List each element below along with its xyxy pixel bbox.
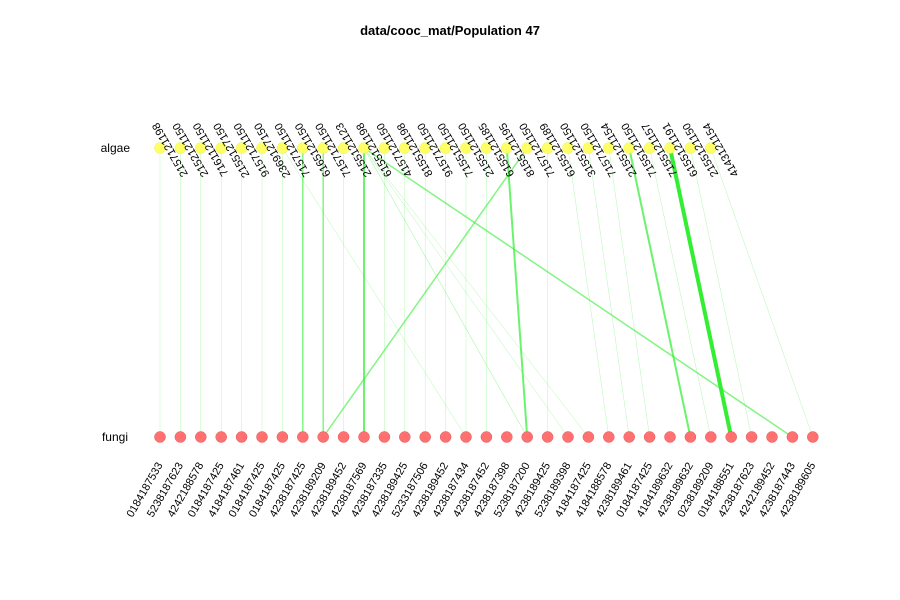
chart-title: data/cooc_mat/Population 47 <box>360 23 540 38</box>
bottom-node-30 <box>766 431 778 443</box>
top-node-10 <box>358 142 370 154</box>
top-node-8 <box>317 142 329 154</box>
top-node-3 <box>215 142 227 154</box>
edge-23 <box>322 147 528 438</box>
bottom-node-1 <box>174 431 187 443</box>
bottom-node-10 <box>358 431 370 443</box>
bottom-node-26 <box>684 431 697 443</box>
row-label-bottom: fungi <box>102 430 128 444</box>
edge-14 <box>363 147 589 438</box>
top-node-27 <box>705 142 717 154</box>
top-node-20 <box>562 142 574 154</box>
edge-25 <box>567 147 610 438</box>
bottom-nodes-group <box>154 431 819 443</box>
bottom-node-22 <box>603 431 615 443</box>
bottom-node-12 <box>399 431 411 443</box>
edge-15 <box>282 147 467 438</box>
top-node-11 <box>378 142 391 154</box>
top-node-2 <box>195 142 207 154</box>
top-node-5 <box>256 142 268 154</box>
bottom-node-13 <box>419 431 431 443</box>
top-node-12 <box>399 142 411 154</box>
bottom-node-31 <box>786 431 799 443</box>
bottom-node-7 <box>297 431 309 443</box>
bottom-node-20 <box>562 431 574 443</box>
top-labels-group: 2157121198215212115071611211502155127150… <box>150 120 741 179</box>
edge-27 <box>608 147 650 438</box>
bottom-node-5 <box>256 431 268 443</box>
top-node-7 <box>297 142 309 154</box>
bottom-node-32 <box>807 431 819 443</box>
bottom-node-4 <box>235 431 248 443</box>
bottom-node-29 <box>745 431 758 443</box>
top-node-6 <box>276 142 289 154</box>
bottom-node-25 <box>664 431 676 443</box>
top-node-16 <box>480 142 493 154</box>
edge-31 <box>690 147 752 438</box>
top-node-0 <box>154 142 166 154</box>
top-node-1 <box>174 142 187 154</box>
row-label-top: algae <box>101 141 131 155</box>
bottom-node-16 <box>480 431 493 443</box>
top-node-9 <box>337 142 350 154</box>
edge-22 <box>505 147 529 438</box>
edge-13 <box>363 147 569 438</box>
bottom-node-14 <box>439 431 452 443</box>
bottom-node-24 <box>643 431 656 443</box>
top-node-19 <box>541 142 554 154</box>
top-node-13 <box>419 142 431 154</box>
top-node-26 <box>684 142 697 154</box>
bottom-labels-group: 0184187533523818762342421885780184187425… <box>125 461 819 520</box>
top-node-18 <box>521 142 533 154</box>
bottom-node-3 <box>215 431 227 443</box>
top-node-14 <box>439 142 452 154</box>
bottom-node-8 <box>317 431 329 443</box>
edge-28 <box>628 147 692 438</box>
top-node-15 <box>460 142 472 154</box>
bottom-node-0 <box>154 431 166 443</box>
edge-26 <box>588 147 630 438</box>
bottom-node-27 <box>705 431 717 443</box>
top-node-24 <box>643 142 656 154</box>
bottom-node-17 <box>501 431 513 443</box>
bottom-node-11 <box>378 431 391 443</box>
bottom-node-19 <box>541 431 554 443</box>
top-node-23 <box>623 142 635 154</box>
bottom-node-18 <box>521 431 533 443</box>
bottom-node-9 <box>337 431 350 443</box>
bottom-node-28 <box>725 431 737 443</box>
top-node-4 <box>235 142 248 154</box>
bottom-node-21 <box>582 431 595 443</box>
edge-29 <box>649 147 712 438</box>
top-node-17 <box>501 142 513 154</box>
edge-12 <box>363 147 528 438</box>
edge-30 <box>668 147 734 438</box>
top-node-22 <box>603 142 615 154</box>
top-node-21 <box>582 142 595 154</box>
bottom-node-23 <box>623 431 635 443</box>
edge-32 <box>710 147 814 438</box>
edges-group <box>159 147 814 438</box>
top-node-25 <box>664 142 676 154</box>
bottom-node-2 <box>195 431 207 443</box>
top-nodes-group <box>154 142 717 154</box>
bottom-node-6 <box>276 431 289 443</box>
edge-11 <box>363 147 793 438</box>
bottom-node-15 <box>460 431 472 443</box>
